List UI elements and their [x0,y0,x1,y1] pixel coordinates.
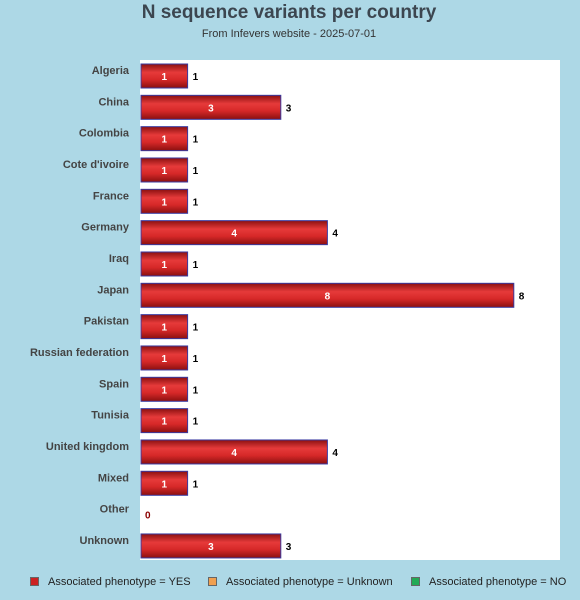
bar-value-label-unknown: 3 [208,542,214,553]
legend: Associated phenotype = YES Associated ph… [0,576,580,590]
bar-value-label-cote-d-ivoire: 1 [162,166,168,177]
bar-value-label-japan: 8 [325,291,331,302]
bar-colombia[interactable] [140,126,189,152]
category-label-russian-federation: Russian federation [30,347,129,359]
total-label-mixed: 1 [193,479,199,490]
bar-france[interactable] [140,188,189,214]
legend-swatch-unknown [208,576,217,586]
legend-label-no: Associated phenotype = NO [429,576,567,588]
category-label-united-kingdom: United kingdom [46,441,129,453]
total-label-iraq: 1 [193,260,199,271]
total-label-tunisia: 1 [193,417,199,428]
category-label-cote-d-ivoire: Cote d'ivoire [63,159,129,171]
total-label-united-kingdom: 4 [332,448,338,459]
total-label-spain: 1 [193,385,199,396]
bar-tunisia[interactable] [140,408,189,434]
chart-subtitle: From Infevers website - 2025-07-01 [201,28,377,40]
category-label-iraq: Iraq [109,253,129,265]
total-label-china: 3 [286,103,292,114]
total-label-cote-d-ivoire: 1 [193,166,199,177]
category-label-germany: Germany [81,222,130,234]
total-label-algeria: 1 [193,72,199,83]
legend-item-no[interactable]: Associated phenotype = NO [411,576,566,588]
category-label-mixed: Mixed [98,472,129,484]
bar-iraq[interactable] [140,251,189,277]
category-label-china: China [98,96,129,108]
category-label-pakistan: Pakistan [84,316,130,328]
total-label-unknown: 3 [286,542,292,553]
bar-cote-d-ivoire[interactable] [140,157,189,183]
total-label-russian-federation: 1 [193,354,199,365]
bar-mixed[interactable] [140,470,189,496]
bar-value-label-germany: 4 [231,229,237,240]
bar-value-label-tunisia: 1 [162,417,168,428]
bar-value-label-china: 3 [208,103,214,114]
bars-layer: Algeria 1 1 China 3 3 Colombia 1 1 Cote d'ivoire 1… [30,63,525,559]
legend-item-unknown[interactable]: Associated phenotype = Unknown [208,576,393,588]
category-label-japan: Japan [97,284,129,296]
total-label-france: 1 [193,197,199,208]
legend-swatch-no [411,576,420,586]
category-label-colombia: Colombia [79,128,130,140]
bar-spain[interactable] [140,376,189,402]
category-label-other: Other [100,504,130,516]
legend-label-unknown: Associated phenotype = Unknown [226,576,393,588]
total-label-pakistan: 1 [193,323,199,334]
total-label-japan: 8 [519,291,525,302]
bar-value-label-russian-federation: 1 [162,354,168,365]
bar-pakistan[interactable] [140,314,189,340]
legend-item-yes[interactable]: Associated phenotype = YES [30,576,191,588]
bar-value-label-iraq: 1 [162,260,168,271]
legend-label-yes: Associated phenotype = YES [48,576,191,588]
bar-value-label-spain: 1 [162,385,168,396]
total-label-colombia: 1 [193,135,199,146]
bar-value-label-united-kingdom: 4 [231,448,237,459]
category-label-algeria: Algeria [92,65,130,77]
plot-area [140,60,560,560]
bar-china[interactable] [140,94,282,120]
bar-value-label-mixed: 1 [162,479,168,490]
bar-value-label-algeria: 1 [162,72,168,83]
chart-title: N sequence variants per country [141,2,437,23]
bar-germany[interactable] [140,220,328,246]
bar-value-label-pakistan: 1 [162,323,168,334]
bar-value-label-france: 1 [162,197,168,208]
bar-united-kingdom[interactable] [140,439,328,465]
bar-unknown[interactable] [140,533,282,559]
category-label-spain: Spain [99,378,129,390]
category-label-unknown: Unknown [80,535,130,547]
total-label-germany: 4 [332,229,338,240]
bar-russian-federation[interactable] [140,345,189,371]
legend-swatch-yes [30,576,39,586]
bar-value-label-colombia: 1 [162,135,168,146]
category-label-tunisia: Tunisia [91,410,130,422]
total-label-other: 0 [145,511,151,522]
category-label-france: France [93,190,129,202]
bar-japan[interactable] [140,282,515,308]
bar-algeria[interactable] [140,63,189,89]
